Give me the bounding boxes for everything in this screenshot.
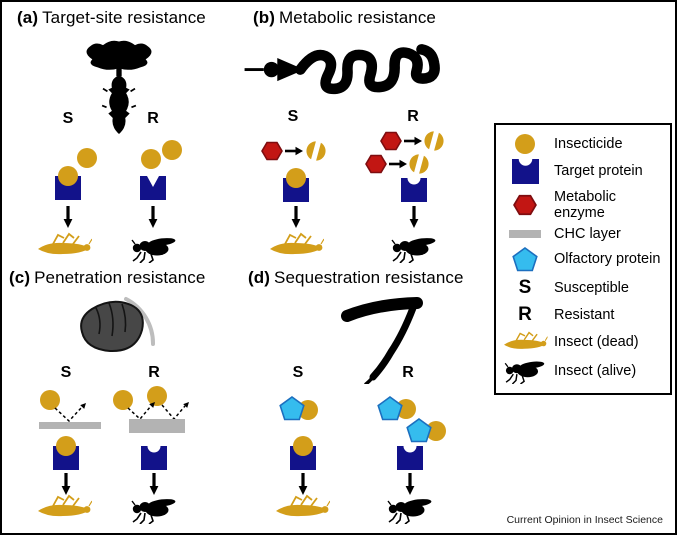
panel-c-susceptible-label: S: [60, 364, 72, 381]
panel-c-resistant-label: R: [148, 364, 160, 381]
arrow-down-icon: [409, 206, 419, 228]
legend-item: Insecticide: [502, 134, 666, 154]
panel-a-title: (a) Target-site resistance: [17, 8, 206, 27]
cuticle-abdomen-icon: [79, 297, 156, 354]
bounce-trajectory: [54, 406, 83, 423]
panel-c-title: (c) Penetration resistance: [9, 268, 206, 287]
arrow-down-icon: [63, 206, 73, 228]
metabolic-enzyme-icon: [365, 154, 387, 174]
insecticide-icon: [113, 390, 133, 410]
panel-b-susceptible-label: S: [287, 108, 299, 125]
target-protein-bound-icon: [53, 436, 79, 470]
arrow-down-icon: [298, 473, 308, 495]
legend-item: S Susceptible: [502, 277, 666, 299]
insecticide-icon: [77, 148, 97, 168]
legend-item: Insect (dead): [502, 331, 666, 352]
insecticide-icon: [141, 149, 161, 169]
bounce-trajectory: [161, 404, 186, 421]
olfactory-protein-icon: [406, 418, 432, 443]
olfactory-protein-icon: [279, 396, 305, 421]
panel-d-resistant-label: R: [402, 364, 414, 381]
target-protein-empty-icon: [397, 446, 423, 470]
susceptible-symbol: S: [518, 277, 532, 299]
legend-item: Insect (alive): [502, 357, 666, 384]
panel-c-label: (c): [9, 268, 31, 287]
degraded-insecticide-icon: [304, 139, 328, 163]
alive-insect-icon: [502, 357, 548, 384]
panel-d-label: (d): [248, 268, 271, 287]
panel-c-graphics: [37, 297, 189, 524]
arrow-right-icon: [389, 159, 407, 169]
legend-item: Metabolic enzyme: [502, 189, 666, 221]
dead-insect-icon: [275, 495, 330, 518]
target-protein-empty-icon: [141, 446, 167, 470]
arrow-down-icon: [291, 206, 301, 228]
target-protein-bound-icon: [290, 436, 316, 470]
dead-insect-icon: [502, 331, 548, 352]
metabolic-enzyme-icon: [502, 194, 548, 216]
panel-d-title: (d) Sequestration resistance: [248, 268, 464, 287]
legend-box: Insecticide Target protein Metabolic enz…: [494, 123, 672, 395]
alive-insect-icon: [391, 235, 437, 263]
target-protein-empty-icon: [401, 178, 427, 202]
arrow-right-icon: [404, 136, 422, 146]
insecticide-icon: [502, 134, 548, 154]
nervous-system-icon: [85, 39, 153, 134]
digestive-tract-icon: [245, 49, 435, 88]
metabolic-enzyme-icon: [380, 131, 402, 151]
alive-insect-icon: [131, 496, 177, 524]
alive-insect-icon: [131, 235, 177, 263]
insecticide-icon: [40, 390, 60, 410]
arrow-down-icon: [405, 473, 415, 495]
alive-insect-icon: [387, 496, 433, 524]
legend-item: Olfactory protein: [502, 247, 666, 272]
bounce-trajectory: [127, 405, 152, 421]
arrow-down-icon: [148, 206, 158, 228]
target-protein-bound-icon: [55, 166, 81, 200]
panel-b-graphics: [245, 49, 446, 263]
dead-insect-icon: [37, 495, 92, 518]
panel-b-title: (b) Metabolic resistance: [253, 8, 436, 27]
legend-item: CHC layer: [502, 226, 666, 242]
panel-a-label: (a): [17, 8, 39, 27]
degraded-insecticide-icon: [407, 152, 431, 176]
arrow-down-icon: [61, 473, 71, 495]
target-protein-mutated-icon: [140, 176, 166, 200]
metabolic-enzyme-icon: [261, 141, 283, 161]
chc-layer-thick-icon: [129, 419, 185, 433]
bounce-arrowhead: [183, 402, 189, 408]
resistant-symbol: R: [518, 304, 532, 326]
panel-d-graphics: [275, 303, 446, 524]
target-protein-icon: [502, 159, 548, 184]
insecticide-icon: [162, 140, 182, 160]
degraded-insecticide-icon: [422, 129, 446, 153]
panel-a-graphics: [37, 39, 182, 263]
panel-b-label: (b): [253, 8, 276, 27]
legend-item: Target protein: [502, 159, 666, 184]
panel-a-resistant-label: R: [147, 110, 159, 127]
bounce-arrowhead: [80, 403, 86, 409]
chc-layer-thin-icon: [39, 422, 101, 429]
arrow-right-icon: [285, 146, 303, 156]
insecticide-icon: [147, 386, 167, 406]
journal-caption: Current Opinion in Insect Science: [506, 514, 663, 526]
bounce-arrowhead: [149, 402, 155, 408]
legend-item: R Resistant: [502, 304, 666, 326]
panel-d-susceptible-label: S: [292, 364, 304, 381]
dead-insect-icon: [269, 233, 324, 256]
panel-b-resistant-label: R: [407, 108, 419, 125]
panel-a-susceptible-label: S: [62, 110, 74, 127]
olfactory-protein-icon: [502, 247, 548, 272]
chc-layer-icon: [502, 229, 548, 238]
dead-insect-icon: [37, 233, 92, 256]
olfactory-protein-icon: [377, 396, 403, 421]
target-protein-bound-icon: [283, 168, 309, 202]
arrow-down-icon: [149, 473, 159, 495]
